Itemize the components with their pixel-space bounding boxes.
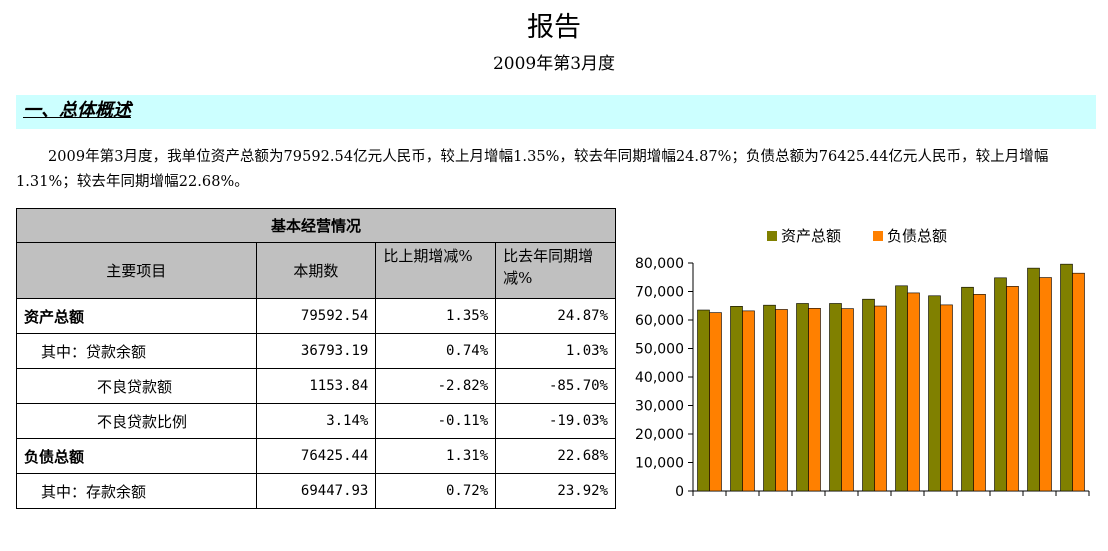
row-item: 不良贷款比例 [16,403,257,439]
column-header-item: 主要项目 [16,242,257,299]
y-tick-label: 70,000 [635,285,684,301]
row-current: 36793.19 [255,333,377,369]
table-row: 负债总额 76425.44 1.31% 22.68% [16,438,616,474]
bar-assets [796,303,809,492]
row-mom: 1.31% [375,438,497,474]
row-yoy: 22.68% [495,438,616,474]
bar-liabilities [775,309,788,492]
summary-paragraph: 2009年第3月度，我单位资产总额为79592.54亿元人民币，较上月增幅1.3… [16,149,1049,190]
report-subtitle: 2009年第3月度 [492,54,616,74]
y-tick-label: 30,000 [635,399,684,415]
row-yoy: 1.03% [495,333,616,369]
section-header: 一、总体概述 [16,95,1096,129]
bar-assets [763,304,776,492]
y-tick-label: 40,000 [635,370,684,386]
row-yoy: 24.87% [495,298,616,334]
row-yoy: 23.92% [495,473,616,509]
bar-liabilities [940,304,953,492]
y-tick-label: 60,000 [635,313,684,329]
table-row: 其中：贷款余额 36793.19 0.74% 1.03% [16,333,616,369]
legend-label-assets: 资产总额 [781,227,841,245]
table-row: 资产总额 79592.54 1.35% 24.87% [16,298,616,334]
bar-liabilities [1072,272,1085,492]
row-item: 其中：存款余额 [16,473,257,509]
row-current: 1153.84 [255,368,377,404]
bar-assets [895,285,908,492]
y-tick-label: 20,000 [635,427,684,443]
bar-liabilities [1006,286,1019,492]
bar-assets [928,295,941,492]
bar-assets [1060,263,1073,492]
bar-assets [730,306,743,492]
bar-assets [697,309,710,492]
bar-assets [994,277,1007,492]
row-mom: 0.74% [375,333,497,369]
row-mom: 0.72% [375,473,497,509]
row-item: 不良贷款额 [16,368,257,404]
operations-table: 基本经营情况 主要项目 本期数 比上期增减% 比去年同期增减% 资产总额 795… [16,208,616,509]
bar-liabilities [808,308,821,492]
table-row: 不良贷款比例 3.14% -0.11% -19.03% [16,403,616,439]
bar-liabilities [874,305,887,492]
bar-liabilities [1039,277,1052,492]
bar-assets [829,303,842,492]
bar-assets [1027,267,1040,492]
legend-swatch-liabilities [873,231,883,241]
bar-liabilities [742,310,755,492]
report-title: 报告 [527,12,581,43]
y-tick-label: 10,000 [635,456,684,472]
bar-assets [961,286,974,492]
legend-label-liabilities: 负债总额 [887,227,947,245]
row-mom: -0.11% [375,403,497,439]
row-current: 69447.93 [255,473,377,509]
bar-chart-svg: 0 10,000 20,000 30,000 40,000 50,000 60,000 70,… [635,227,1090,500]
row-mom: 1.35% [375,298,497,334]
row-item: 负债总额 [16,438,257,474]
y-tick-label: 50,000 [635,342,684,358]
row-yoy: -85.70% [495,368,616,404]
row-item: 其中：贷款余额 [16,333,257,369]
table-row: 不良贷款额 1153.84 -2.82% -85.70% [16,368,616,404]
column-header-current: 本期数 [255,242,377,299]
bar-liabilities [907,292,920,492]
bar-liabilities [709,312,722,492]
legend-swatch-assets [767,231,777,241]
row-item: 资产总额 [16,298,257,334]
row-current: 76425.44 [255,438,377,474]
column-header-mom: 比上期增减% [375,242,497,299]
table-row: 其中：存款余额 69447.93 0.72% 23.92% [16,473,616,509]
y-tick-label: 80,000 [635,256,684,272]
y-tick-label: 0 [675,484,684,500]
bar-chart: 0 10,000 20,000 30,000 40,000 50,000 60,000 70,… [617,208,1097,508]
bar-liabilities [973,294,986,492]
bar-liabilities [841,308,854,492]
bar-assets [862,298,875,492]
table-header: 基本经营情况 [16,208,616,243]
row-mom: -2.82% [375,368,497,404]
row-yoy: -19.03% [495,403,616,439]
section-title: 一、总体概述 [23,100,131,121]
row-current: 79592.54 [255,298,377,334]
row-current: 3.14% [255,403,377,439]
column-header-yoy: 比去年同期增减% [495,242,616,299]
